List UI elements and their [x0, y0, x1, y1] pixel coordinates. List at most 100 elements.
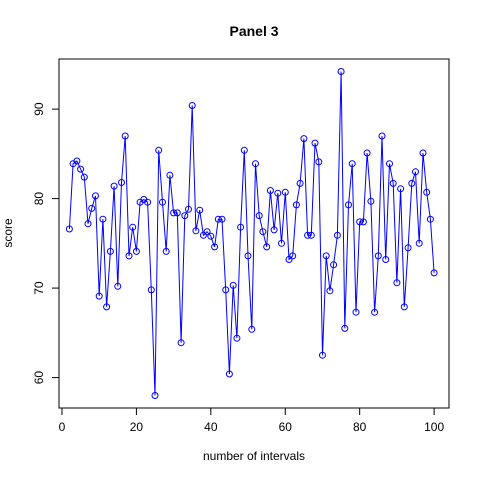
data-point — [423, 188, 431, 196]
data-point — [415, 239, 423, 247]
data-point — [274, 189, 282, 197]
data-point — [352, 308, 360, 316]
data-point — [244, 252, 252, 260]
data-point — [151, 392, 159, 399]
y-tick-label: 80 — [32, 192, 46, 206]
data-points — [65, 68, 438, 399]
data-point — [252, 160, 259, 168]
data-point — [426, 215, 434, 223]
data-point — [319, 351, 326, 359]
data-point — [263, 243, 271, 251]
data-point — [326, 287, 334, 295]
chart-title: Panel 3 — [229, 23, 278, 39]
data-point — [255, 212, 263, 220]
data-point — [73, 157, 81, 165]
data-point — [278, 239, 285, 247]
data-point — [248, 325, 256, 333]
data-point — [237, 223, 245, 231]
data-point — [121, 132, 129, 140]
data-point — [382, 256, 390, 263]
data-point — [144, 198, 152, 206]
data-point — [240, 146, 248, 154]
data-point — [173, 209, 181, 217]
data-point — [393, 279, 401, 287]
data-point — [296, 179, 304, 187]
x-tick-label: 20 — [130, 420, 144, 434]
y-tick-label: 60 — [32, 371, 46, 385]
data-point — [155, 146, 163, 154]
data-point — [330, 261, 338, 269]
x-tick-label: 80 — [353, 420, 367, 434]
data-point — [166, 171, 174, 179]
data-point — [88, 204, 96, 212]
data-point — [359, 218, 367, 226]
data-point — [185, 205, 192, 213]
data-point — [188, 102, 196, 109]
series-line — [68, 71, 435, 396]
data-point — [337, 68, 345, 75]
data-point — [374, 252, 382, 260]
data-point — [400, 303, 408, 311]
data-point — [196, 206, 204, 214]
data-point — [203, 228, 211, 236]
data-point — [333, 231, 341, 239]
data-point — [106, 247, 114, 255]
data-point — [419, 149, 427, 157]
data-point — [162, 247, 170, 255]
data-point — [367, 197, 375, 205]
data-point — [363, 149, 371, 157]
data-point — [281, 188, 289, 196]
data-point — [103, 303, 111, 311]
y-tick-label: 70 — [32, 281, 46, 295]
data-point — [118, 179, 125, 186]
data-point — [322, 252, 330, 260]
data-point — [315, 158, 323, 166]
data-point — [147, 286, 155, 294]
data-point — [404, 244, 412, 252]
data-point — [211, 243, 219, 251]
data-point — [371, 308, 379, 316]
data-point — [430, 269, 438, 277]
data-point — [207, 232, 215, 240]
data-point — [80, 173, 88, 181]
y-axis-label: score — [1, 218, 15, 248]
data-point — [95, 292, 103, 300]
data-point — [159, 198, 166, 206]
data-point — [218, 215, 226, 223]
data-point — [222, 286, 230, 294]
data-point — [412, 168, 419, 176]
data-point — [378, 132, 386, 140]
data-point — [192, 227, 200, 235]
data-point — [397, 185, 405, 193]
y-tick-label: 90 — [32, 102, 46, 116]
data-point — [84, 220, 92, 228]
data-point — [348, 160, 356, 168]
data-point — [181, 212, 189, 220]
data-point — [307, 231, 315, 239]
data-point — [65, 225, 73, 233]
data-point — [132, 247, 140, 255]
data-point — [345, 201, 352, 209]
data-point — [99, 215, 107, 223]
x-tick-label: 60 — [279, 420, 293, 434]
data-point — [266, 187, 274, 194]
data-point — [214, 215, 222, 223]
data-point — [92, 192, 99, 200]
data-point — [170, 209, 178, 217]
data-point — [292, 201, 300, 209]
x-tick-label: 100 — [424, 420, 444, 434]
data-point — [233, 334, 241, 342]
data-point — [129, 223, 137, 231]
data-point — [77, 165, 85, 173]
data-point — [304, 231, 312, 239]
data-point — [408, 179, 416, 187]
data-point — [270, 226, 278, 234]
data-point — [259, 228, 267, 236]
y-axis: 60 70 80 90 — [32, 102, 60, 385]
data-point — [356, 218, 364, 226]
data-point — [110, 182, 118, 190]
data-point — [311, 139, 319, 147]
data-point — [125, 252, 133, 260]
data-point — [389, 179, 397, 187]
